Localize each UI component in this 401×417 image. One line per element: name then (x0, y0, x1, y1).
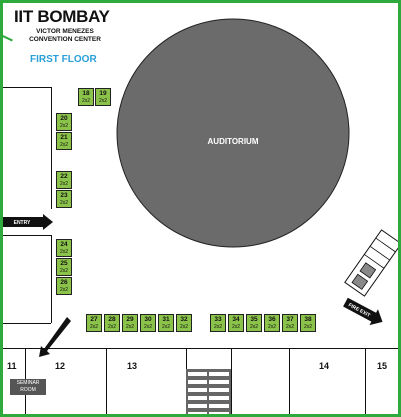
stall-18[interactable]: 18 2x2 (78, 88, 94, 106)
venue-name: VICTOR MENEZES CONVENTION CENTER (29, 28, 101, 43)
room-divider-2 (106, 348, 107, 414)
stall-26[interactable]: 26 2x2 (56, 277, 72, 295)
stall-28[interactable]: 28 2x2 (104, 314, 120, 332)
floor-label: FIRST FLOOR (30, 54, 97, 65)
stall-31[interactable]: 31 2x2 (158, 314, 174, 332)
entry-arrow: ENTRY (3, 214, 53, 230)
stall-23[interactable]: 23 2x2 (56, 190, 72, 208)
seminar-room-label: SEMINAR ROOM (10, 379, 46, 395)
corner-mark (3, 34, 13, 42)
map-title: IIT BOMBAY (14, 7, 110, 26)
stall-37[interactable]: 37 2x2 (282, 314, 298, 332)
room-divider-4 (231, 348, 232, 414)
stall-21[interactable]: 21 2x2 (56, 132, 72, 150)
stall-27[interactable]: 27 2x2 (86, 314, 102, 332)
stall-22[interactable]: 22 2x2 (56, 171, 72, 189)
room-13: 13 (127, 361, 138, 371)
left-wall-vertical-top (51, 87, 52, 209)
central-staircase (186, 369, 231, 414)
stall-35[interactable]: 35 2x2 (246, 314, 262, 332)
exit-arrow-left (39, 317, 71, 357)
stall-25[interactable]: 25 2x2 (56, 258, 72, 276)
room-11: 11 (7, 361, 17, 371)
auditorium: AUDITORIUM (116, 18, 350, 248)
room-divider-5 (289, 348, 290, 414)
stall-33[interactable]: 33 2x2 (210, 314, 226, 332)
entry-label: ENTRY (14, 220, 31, 226)
room-12: 12 (55, 361, 66, 371)
fire-exit-arrow: FIRE EXIT (343, 297, 383, 326)
room-15: 15 (377, 361, 388, 371)
stall-30[interactable]: 30 2x2 (140, 314, 156, 332)
left-wall-top (3, 87, 51, 88)
room-14: 14 (319, 361, 330, 371)
stall-20[interactable]: 20 2x2 (56, 113, 72, 131)
stall-32[interactable]: 32 2x2 (176, 314, 192, 332)
bottom-corridor-line (3, 348, 398, 349)
room-divider-6 (365, 348, 366, 414)
auditorium-label: AUDITORIUM (208, 137, 259, 146)
stall-38[interactable]: 38 2x2 (300, 314, 316, 332)
stall-19[interactable]: 19 2x2 (95, 88, 111, 106)
left-wall-mid (3, 235, 51, 236)
stall-36[interactable]: 36 2x2 (264, 314, 280, 332)
left-wall-bottom (3, 323, 51, 324)
stall-34[interactable]: 34 2x2 (228, 314, 244, 332)
left-wall-vertical-bottom (51, 235, 52, 323)
staircase-right (344, 229, 398, 297)
stall-29[interactable]: 29 2x2 (122, 314, 138, 332)
stall-24[interactable]: 24 2x2 (56, 239, 72, 257)
